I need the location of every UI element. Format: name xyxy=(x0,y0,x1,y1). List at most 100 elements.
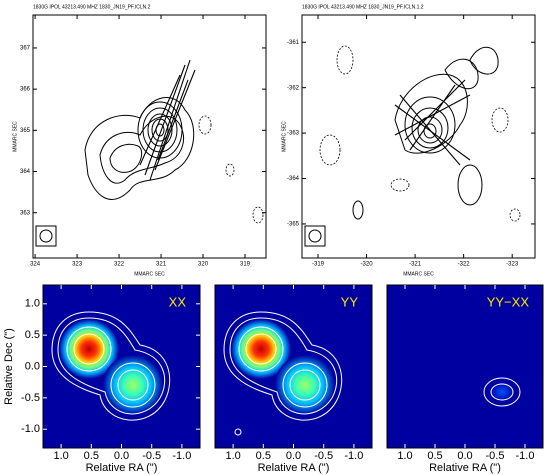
vector xyxy=(149,59,191,181)
beam-box xyxy=(304,225,326,247)
contour-map xyxy=(304,45,521,247)
y-tick-label: -365 xyxy=(287,222,300,228)
y-tick-label: -363 xyxy=(287,131,300,137)
y-tick-label: 0.0 xyxy=(25,360,40,372)
x-tick-label: -323 xyxy=(506,262,519,268)
vector xyxy=(399,94,461,166)
vector xyxy=(139,74,181,166)
contour xyxy=(151,118,169,142)
x-tick-label: -1.0 xyxy=(172,450,191,462)
contour xyxy=(229,317,338,415)
x-tick-label: 1.0 xyxy=(53,450,68,462)
y-tick-label: 364 xyxy=(20,169,31,175)
x-tick-label: 1.0 xyxy=(397,450,412,462)
contour xyxy=(457,164,483,206)
y-axis-label: MMARC SEC xyxy=(12,121,18,152)
x-axis-label: Relative RA (") xyxy=(86,462,158,474)
x-tick-label: 0.0 xyxy=(114,450,129,462)
contour xyxy=(411,107,449,149)
y-tick-label: -364 xyxy=(287,176,300,182)
y-tick-label: 1.0 xyxy=(25,298,40,310)
x-tick-label: -0.5 xyxy=(486,450,505,462)
x-tick-label: -321 xyxy=(409,262,422,268)
image-background xyxy=(387,285,543,448)
contour xyxy=(223,311,343,421)
contour xyxy=(483,377,521,407)
y-tick-label: 363 xyxy=(20,210,31,216)
contour-map xyxy=(35,59,264,247)
contour xyxy=(319,134,341,166)
contour xyxy=(238,326,284,372)
vector xyxy=(394,94,471,136)
x-tick-label: -320 xyxy=(361,262,374,268)
y-tick-label: -362 xyxy=(287,85,300,91)
y-tick-label: 366 xyxy=(20,87,31,93)
x-tick-label: 324 xyxy=(30,262,41,268)
header: 1830G IPOL 43213.490 MHZ 1830_JN19_PF.IC… xyxy=(302,4,424,10)
contour xyxy=(84,97,195,200)
contour xyxy=(73,333,105,365)
plot-frame xyxy=(32,14,267,259)
contour xyxy=(245,333,277,365)
x-axis-label: MMARC SEC xyxy=(403,271,434,277)
contour xyxy=(469,47,499,75)
contour xyxy=(336,45,354,75)
image-panel xyxy=(387,285,543,448)
x-tick-label: -0.5 xyxy=(314,450,333,462)
contour xyxy=(117,369,149,401)
x-tick-label: 0.5 xyxy=(256,450,271,462)
x-tick-label: 0.5 xyxy=(84,450,99,462)
contour xyxy=(66,326,112,372)
contour xyxy=(404,96,456,154)
contour xyxy=(57,317,166,415)
vector xyxy=(144,64,186,176)
x-tick-label: 321 xyxy=(156,262,167,268)
contour xyxy=(147,113,173,147)
x-tick-label: 0.0 xyxy=(457,450,472,462)
source xyxy=(275,355,335,415)
x-tick-label: -319 xyxy=(312,262,325,268)
x-tick-label: 319 xyxy=(240,262,251,268)
x-tick-label: 323 xyxy=(72,262,83,268)
image-panel xyxy=(43,285,200,448)
contour xyxy=(109,143,143,173)
beam xyxy=(308,229,322,243)
contour xyxy=(198,115,212,135)
annotation: YY xyxy=(341,294,359,309)
x-tick-label: 322 xyxy=(114,262,125,268)
source xyxy=(490,382,514,402)
contour xyxy=(225,163,235,177)
y-axis-label: Relative Dec (") xyxy=(3,328,15,405)
vector xyxy=(404,79,466,141)
image-panel xyxy=(215,285,372,448)
contour xyxy=(509,208,521,222)
plot-frame xyxy=(301,14,536,259)
contour xyxy=(491,107,509,133)
contour xyxy=(110,362,156,408)
contour xyxy=(99,115,184,184)
contour xyxy=(289,369,321,401)
beam-box xyxy=(35,225,57,247)
contour xyxy=(444,58,479,90)
contour xyxy=(390,178,410,192)
y-tick-label: -1.0 xyxy=(21,423,40,435)
x-tick-label: 1.0 xyxy=(225,450,240,462)
x-tick-label: 320 xyxy=(198,262,209,268)
contour xyxy=(490,383,514,401)
x-tick-label: 0.0 xyxy=(286,450,301,462)
x-axis-label: MMARC SEC xyxy=(134,271,165,277)
x-tick-label: -1.0 xyxy=(344,450,363,462)
header: 1830G IPOL 43213.490 MHZ 1830_JN19_PF.IC… xyxy=(33,4,151,10)
contour xyxy=(234,428,242,436)
vector xyxy=(409,84,456,151)
x-axis-label: Relative RA (") xyxy=(258,462,330,474)
vector xyxy=(154,69,196,171)
contour xyxy=(252,206,264,224)
contour xyxy=(423,123,437,139)
y-tick-label: -361 xyxy=(287,40,300,46)
y-tick-label: 367 xyxy=(20,46,31,52)
contour xyxy=(282,362,328,408)
x-tick-label: 0.5 xyxy=(427,450,442,462)
x-tick-label: -1.0 xyxy=(516,450,535,462)
